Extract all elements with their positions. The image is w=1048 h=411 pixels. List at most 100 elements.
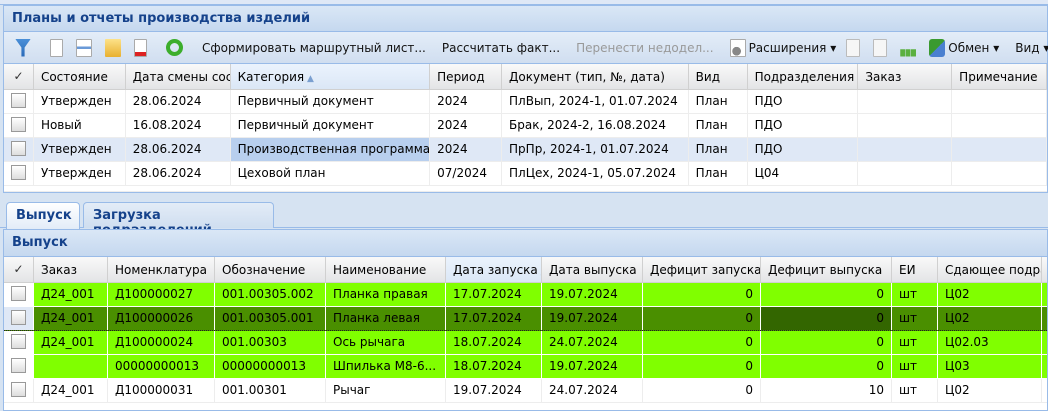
row-checkbox[interactable]: [10, 141, 26, 156]
table-row[interactable]: Д24_001 Д100000027 001.00305.002 Планка пра…: [4, 283, 1047, 307]
column-header[interactable]: Заказ: [858, 64, 953, 89]
output-panel: Выпуск ✓ Заказ Номенклатура Обозначение Наим…: [3, 229, 1048, 411]
row-checkbox[interactable]: [10, 93, 26, 108]
delete-button[interactable]: [129, 36, 155, 60]
table-row[interactable]: 00000000013 00000000013 Шпилька М8-6... 18.…: [4, 355, 1047, 379]
select-all-checkbox[interactable]: ✓: [4, 64, 34, 89]
column-header[interactable]: Наименование: [326, 257, 446, 282]
exchange-menu[interactable]: Обмен ▾: [924, 36, 1004, 60]
column-header[interactable]: Дата запуска ▲: [446, 257, 542, 282]
column-header-label: Вид: [695, 70, 720, 84]
row-checkbox[interactable]: [11, 382, 26, 397]
column-header[interactable]: Номенклатура: [108, 257, 215, 282]
column-header[interactable]: Подразделения: [748, 64, 859, 89]
row-checkbox-cell: [4, 379, 34, 402]
column-header[interactable]: Состояние: [34, 64, 126, 89]
edit-button[interactable]: [71, 36, 100, 60]
table-row[interactable]: Новый 16.08.2024 Первичный документ 2024 Бра…: [4, 114, 1047, 138]
table-row[interactable]: [4, 186, 1047, 192]
column-header-label: ЕИ: [899, 263, 916, 277]
open-button[interactable]: [100, 36, 129, 60]
column-header-label: Наименование: [333, 263, 427, 277]
table-cell: [858, 162, 953, 185]
table-cell: 00000000013: [215, 355, 326, 378]
column-header[interactable]: Период: [430, 64, 503, 89]
table-cell: ПДО: [748, 90, 859, 113]
new-button[interactable]: [45, 36, 71, 60]
select-all-checkbox[interactable]: ✓: [4, 257, 34, 282]
output-panel-title: Выпуск: [4, 230, 1047, 257]
table-cell: 10: [761, 379, 892, 402]
table-row[interactable]: Утвержден 28.06.2024 Первичный документ 202…: [4, 90, 1047, 114]
new-document-icon: [50, 38, 63, 57]
column-header[interactable]: Дата выпуска: [542, 257, 643, 282]
table-cell: Д100000024: [108, 331, 215, 354]
row-checkbox[interactable]: [10, 165, 26, 180]
column-header[interactable]: Примечание: [952, 64, 1047, 89]
column-header[interactable]: Обозначение: [215, 257, 326, 282]
structure-button[interactable]: [895, 36, 924, 60]
table-cell: шт: [892, 307, 938, 330]
export-button[interactable]: [841, 36, 868, 60]
tab-output[interactable]: Выпуск: [6, 202, 80, 229]
row-checkbox-cell: [4, 283, 34, 306]
table-cell: 2024: [430, 138, 503, 161]
table-row[interactable]: Д24_001 Д100000024 001.00303 Ось рычага 18.0…: [4, 331, 1047, 355]
table-cell: ПДО: [748, 114, 859, 137]
column-header[interactable]: ЕИ: [892, 257, 938, 282]
column-header[interactable]: Дефицит запуска: [643, 257, 761, 282]
open-folder-icon: [105, 38, 121, 57]
column-header[interactable]: Документ (тип, №, дата): [502, 64, 689, 89]
table-cell: Д100000027: [108, 283, 215, 306]
calc-fact-button[interactable]: Рассчитать факт...: [441, 40, 561, 55]
row-checkbox-cell: [4, 138, 34, 161]
table-row[interactable]: Д24_001 Д100000026 001.00305.001 Планка лев…: [4, 307, 1047, 331]
view-menu[interactable]: Вид ▾: [1015, 40, 1048, 55]
table-cell: Д24_001: [34, 283, 108, 306]
table-cell: Ц02: [938, 283, 1042, 306]
table-row[interactable]: Утвержден 28.06.2024 Цеховой план 07/2024 Пл…: [4, 162, 1047, 186]
table-cell: 001.00301: [215, 379, 326, 402]
move-unfinished-button[interactable]: Перенести недодел...: [576, 40, 714, 55]
column-header-label: Подразделения: [754, 70, 855, 84]
table-cell: 001.00305.001: [215, 307, 326, 330]
table-cell: 001.00303: [215, 331, 326, 354]
column-header[interactable]: Сдающее подразделение: [938, 257, 1042, 282]
top-strip: [0, 0, 1048, 5]
row-checkbox[interactable]: [10, 117, 26, 132]
column-header-label: Дата запуска: [453, 263, 538, 277]
import-button[interactable]: [868, 36, 895, 60]
column-header[interactable]: Заказ: [34, 257, 108, 282]
table-cell: [952, 90, 1047, 113]
column-header[interactable]: Дефицит выпуска: [761, 257, 892, 282]
row-checkbox[interactable]: [11, 334, 26, 349]
column-header[interactable]: Вид: [689, 64, 748, 89]
column-header-label: Дата выпуска: [549, 263, 637, 277]
tab-department-load[interactable]: Загрузка подразделений: [83, 202, 274, 238]
panel-title: Планы и отчеты производства изделий: [4, 6, 1047, 32]
table-cell: 0: [761, 283, 892, 306]
table-cell: [952, 162, 1047, 185]
filter-button[interactable]: [10, 36, 39, 60]
column-header[interactable]: Категория ▲: [230, 64, 431, 89]
table-cell: 0: [643, 331, 761, 354]
table-row[interactable]: Д24_001 Д100000031 001.00301 Рычаг 19.07.202…: [4, 379, 1047, 403]
table-cell: 24.07.2024: [542, 379, 643, 402]
row-checkbox[interactable]: [11, 286, 26, 301]
table-cell: Шпилька М8-6...: [326, 355, 446, 378]
table-cell: Ц03: [938, 355, 1042, 378]
refresh-button[interactable]: [161, 36, 191, 60]
row-checkbox[interactable]: [11, 310, 26, 325]
row-checkbox[interactable]: [11, 358, 26, 373]
table-cell: Ц02: [938, 379, 1042, 402]
extensions-menu[interactable]: Расширения ▾: [725, 36, 842, 60]
table-row[interactable]: Утвержден 28.06.2024 Производственная прог…: [4, 138, 1047, 162]
column-header[interactable]: Дата смены состояния: [126, 64, 231, 89]
table-cell: шт: [892, 355, 938, 378]
extensions-label: Расширения: [748, 40, 827, 55]
table-cell: 07/2024: [430, 162, 503, 185]
output-grid: ✓ Заказ Номенклатура Обозначение Наименовани…: [4, 257, 1047, 403]
table-cell: ПрПр, 2024-1, 01.07.2024: [502, 138, 689, 161]
table-cell: Планка правая: [326, 283, 446, 306]
route-sheet-button[interactable]: Сформировать маршрутный лист...: [202, 40, 426, 55]
